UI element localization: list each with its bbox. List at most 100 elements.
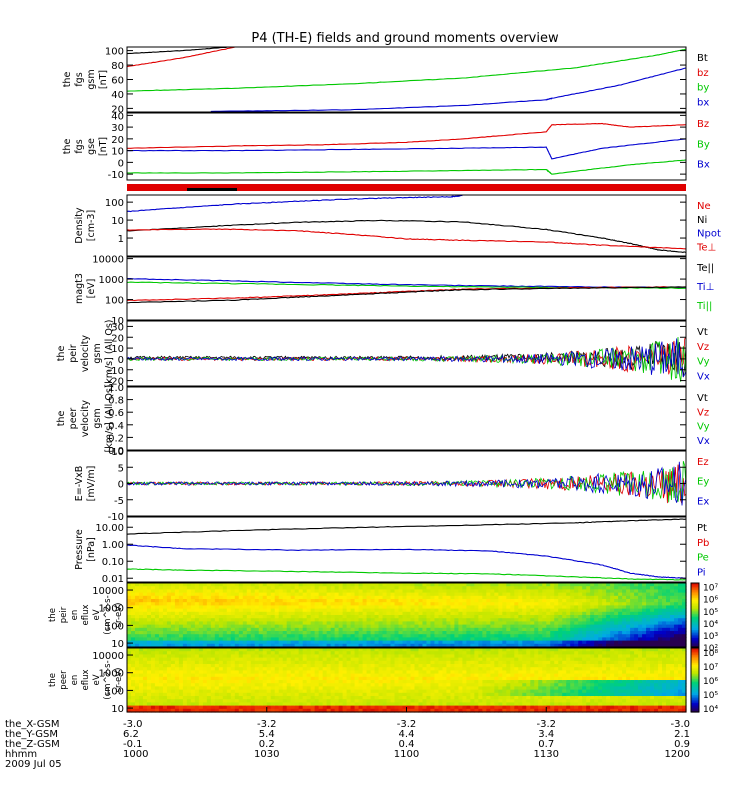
colorbar-tick-label: 10⁸ xyxy=(703,649,718,659)
y-tick-label: 0 xyxy=(118,355,124,366)
series-bz xyxy=(127,47,238,68)
panel-peer-velocity: 1.0 0.80.6 0.40.2 0.0 the peer velocity gsm [km/… xyxy=(56,383,710,457)
x-tick-label: -3.0 xyxy=(670,719,690,730)
x-row-label: the_Z-GSM xyxy=(5,739,60,750)
y-axis-label: [nPa] xyxy=(86,537,97,562)
x-tick-label: 1000 xyxy=(123,749,148,760)
series-Npot xyxy=(127,195,463,213)
colorbar-tick-label: 10⁶ xyxy=(703,596,718,606)
y-axis-label: fgs xyxy=(74,139,85,153)
y-tick-label: 0.4 xyxy=(108,421,124,432)
legend-Vy: Vy xyxy=(697,422,710,433)
legend-Pe: Pe xyxy=(697,553,709,564)
y-axis-label: eV xyxy=(92,609,102,620)
series-Ex xyxy=(127,461,686,506)
y-tick-label: -5 xyxy=(114,496,124,507)
x-tick-label: 0.4 xyxy=(399,739,415,750)
x-tick-label: 1200 xyxy=(665,749,690,760)
y-tick-label: -10 xyxy=(108,512,124,523)
y-tick-label: 10 xyxy=(111,216,124,227)
legend-Ex: Ex xyxy=(697,496,709,507)
y-tick-label: 30 xyxy=(111,123,124,134)
y-axis-label: [km/s] (All Qs) xyxy=(104,385,115,453)
y-tick-label: 20 xyxy=(111,135,124,146)
x-tick-label: 1130 xyxy=(534,749,559,760)
colorbar xyxy=(690,647,700,713)
x-tick-label: -3.2 xyxy=(257,719,277,730)
y-axis-label: en xyxy=(70,610,80,621)
y-tick-label: 5 xyxy=(118,463,124,474)
y-tick-label: 1.00 xyxy=(102,540,124,551)
y-axis-label: [cm-3] xyxy=(86,210,97,241)
legend-Npot: Npot xyxy=(697,229,721,240)
series-bx xyxy=(210,67,686,112)
series-by xyxy=(127,48,686,92)
legend-Vz: Vz xyxy=(697,342,709,353)
y-tick-label: 10 xyxy=(111,447,124,458)
series-Vz xyxy=(127,337,686,375)
x-tick-label: -3.2 xyxy=(397,719,417,730)
x-tick-label: 2.1 xyxy=(674,729,690,740)
spectrogram-peir-en-eflux: 10000 1000 100 10 the peir en eflux eV (cm^2-s-sr… xyxy=(48,582,718,654)
legend-By: By xyxy=(697,139,710,150)
legend-Pi: Pi xyxy=(697,567,706,578)
y-tick-label: 40 xyxy=(111,90,124,101)
y-tick-label: 10 xyxy=(111,639,124,650)
legend-Pb: Pb xyxy=(697,538,709,549)
y-axis-label: en xyxy=(70,675,80,686)
y-axis-label: velocity xyxy=(80,400,91,438)
panel-magt3: 10000 1000 100 10 magt3 [eV] Te|| Ti⊥ Ti|| xyxy=(74,255,714,327)
y-tick-label: 10000 xyxy=(92,255,124,266)
y-tick-label: 80 xyxy=(111,61,124,72)
series-Pe xyxy=(127,568,686,581)
y-tick-label: 30 xyxy=(111,322,124,333)
y-axis-label: eV xyxy=(92,674,102,685)
series-Pt xyxy=(127,518,686,535)
x-tick-label: 4.4 xyxy=(399,729,415,740)
panel-frame xyxy=(126,386,687,451)
y-axis-label: Pressure xyxy=(74,529,85,570)
y-tick-label: 100 xyxy=(105,686,124,697)
y-tick-label: 1000 xyxy=(99,275,124,286)
colorbar-tick-label: 10⁶ xyxy=(703,677,718,687)
y-tick-label: 10 xyxy=(111,704,124,715)
legend-bz: bz xyxy=(697,68,709,79)
colorbar xyxy=(690,582,700,648)
panel-fgs-gsm: 100 80 60 40 20 the fgs gsm [nT] Bt bz by bx xyxy=(62,46,709,115)
y-axis-label: (cm^2-s- xyxy=(103,595,113,634)
y-axis-label: sr-eV) xyxy=(114,603,124,628)
y-axis-label: the xyxy=(56,411,67,427)
x-tick-label: 0.7 xyxy=(538,739,554,750)
y-axis-label: gsm xyxy=(92,408,103,428)
legend-Vt: Vt xyxy=(697,393,708,404)
legend-Te⊥: Te⊥ xyxy=(696,242,716,253)
y-tick-label: -10 xyxy=(108,170,124,181)
series-Vx xyxy=(127,338,686,378)
x-tick-label: 6.2 xyxy=(123,729,139,740)
y-axis-label: Density xyxy=(74,207,85,243)
legend-bx: bx xyxy=(697,97,709,108)
legend-Pt: Pt xyxy=(697,523,707,534)
y-axis-label: fgs xyxy=(74,72,85,86)
y-tick-label: 100 xyxy=(105,47,124,58)
y-axis-label: [nT] xyxy=(98,137,109,156)
legend-by: by xyxy=(697,83,709,94)
x-tick-label: -0.1 xyxy=(123,739,143,750)
legend-Ti||: Ti|| xyxy=(696,301,712,312)
panel-frame xyxy=(126,256,687,321)
y-axis-label: eflux xyxy=(81,669,91,690)
y-axis-label: the xyxy=(62,139,73,155)
y-tick-label: 0 xyxy=(118,158,124,169)
legend-Ey: Ey xyxy=(697,477,709,488)
series-Ni xyxy=(127,219,686,253)
series-Bx xyxy=(127,138,686,160)
y-tick-label: 1.0 xyxy=(108,383,124,394)
y-tick-label: 10.00 xyxy=(95,523,124,534)
series-Te⊥ xyxy=(127,286,686,302)
legend-Vy: Vy xyxy=(697,357,710,368)
y-axis-label: [km/s] (All Qs) xyxy=(104,320,115,388)
y-tick-label: 0.2 xyxy=(108,433,124,444)
